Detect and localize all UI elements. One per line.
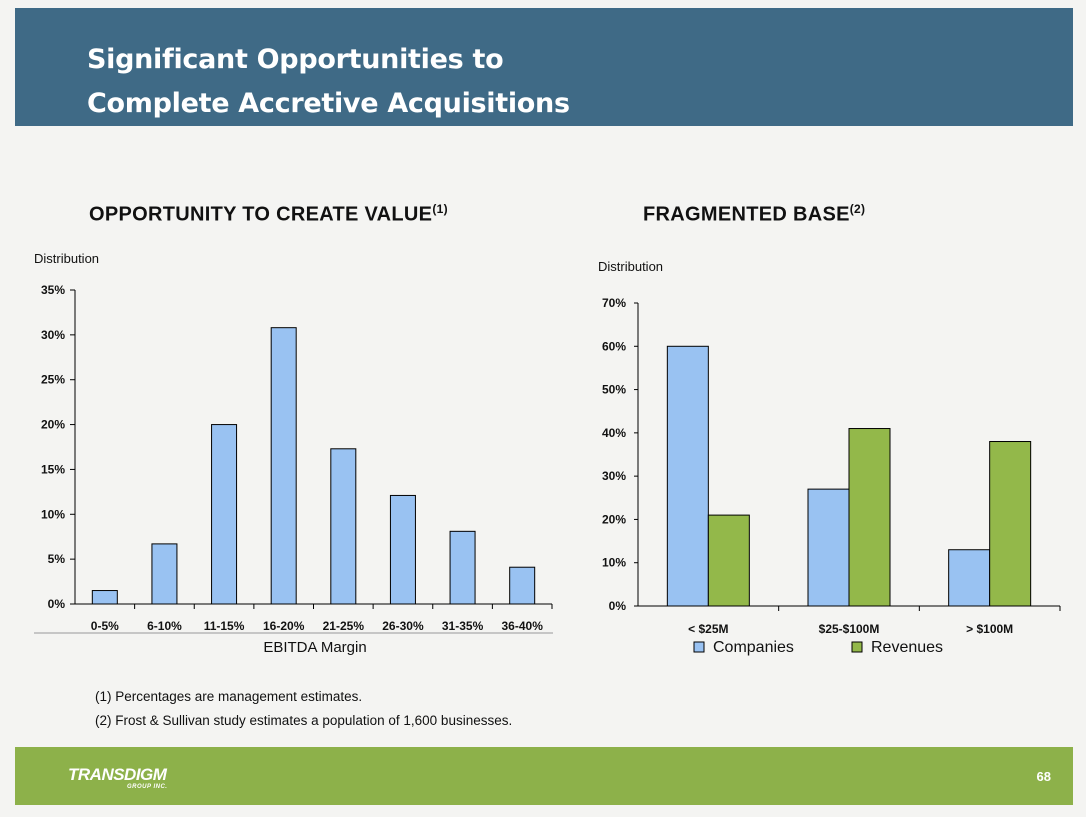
chart1-y-tick-label: 10% xyxy=(41,507,65,521)
chart1-x-tick-label: 11-15% xyxy=(204,619,245,633)
slide-title-line1: Significant Opportunities to xyxy=(87,44,504,75)
chart1-x-tick-label: 21-25% xyxy=(323,619,365,633)
chart1-bar xyxy=(270,327,297,605)
chart2-bar-companies xyxy=(666,345,709,607)
chart1-bar xyxy=(449,530,476,605)
company-logo: TRANSDIGM xyxy=(68,765,167,784)
chart2-x-tick-label: > $100M xyxy=(966,622,1013,636)
chart1-x-tick-label: 16-20% xyxy=(263,619,305,633)
right-chart-heading: FRAGMENTED BASE(2) xyxy=(643,202,865,227)
chart2-y-tick-label: 0% xyxy=(609,599,627,613)
chart2-y-tick-label: 60% xyxy=(602,339,626,353)
chart1-y-tick-label: 25% xyxy=(41,373,65,387)
right-chart-ylabel: Distribution xyxy=(598,259,664,274)
footnotes: (1) Percentages are management estimates… xyxy=(95,689,512,737)
chart1-x-axis-title: EBITDA Margin xyxy=(263,639,366,656)
chart1-y-tick-label: 20% xyxy=(41,418,65,432)
chart2-legend-label-revenues: Revenues xyxy=(871,639,943,656)
chart2-legend-swatch-revenues xyxy=(851,641,863,653)
chart2-y-tick-label: 70% xyxy=(602,296,626,310)
chart1-x-tick-label: 6-10% xyxy=(147,619,182,633)
left-chart-heading-text: OPPORTUNITY TO CREATE VALUE xyxy=(89,203,433,226)
chart1-bar xyxy=(389,494,416,605)
chart1-x-tick-label: 26-30% xyxy=(382,619,424,633)
title-banner: Significant Opportunities to Complete Ac… xyxy=(15,8,1073,126)
slide-title: Significant Opportunities to Complete Ac… xyxy=(87,38,570,126)
chart2-x-tick-label: < $25M xyxy=(688,622,728,636)
chart1-x-tick-label: 0-5% xyxy=(91,619,119,633)
slide-title-line2: Complete Accretive Acquisitions xyxy=(87,88,570,119)
chart2-y-tick-label: 20% xyxy=(602,512,626,526)
chart2-y-tick-label: 40% xyxy=(602,426,626,440)
chart2-bar-revenues xyxy=(707,514,750,607)
chart2-bar-revenues xyxy=(848,428,891,607)
chart2-bar-companies xyxy=(807,488,850,607)
chart1-bar xyxy=(330,448,357,605)
page-number: 68 xyxy=(1036,769,1051,784)
left-chart-heading: OPPORTUNITY TO CREATE VALUE(1) xyxy=(89,202,448,227)
chart1-y-tick-label: 5% xyxy=(48,552,66,566)
footnote-1: (1) Percentages are management estimates… xyxy=(95,689,363,704)
company-logo-subtext: GROUP INC. xyxy=(127,784,168,790)
chart2-y-tick-label: 50% xyxy=(602,383,626,397)
left-chart-ylabel: Distribution xyxy=(34,251,100,266)
chart1-y-tick-label: 35% xyxy=(41,283,65,297)
footer-bar: TRANSDIGM GROUP INC. 68 xyxy=(15,747,1073,805)
chart2-y-tick-label: 30% xyxy=(602,469,626,483)
chart2-y-tick-label: 10% xyxy=(602,556,626,570)
right-chart-heading-text: FRAGMENTED BASE xyxy=(643,203,850,226)
chart2-bar-companies xyxy=(948,549,991,607)
chart1-y-tick-label: 30% xyxy=(41,328,65,342)
chart2-x-tick-label: $25-$100M xyxy=(819,622,880,636)
chart1-bar xyxy=(151,543,178,605)
chart2-legend-swatch-companies xyxy=(693,641,705,653)
left-chart-heading-note: (1) xyxy=(432,202,448,216)
chart1-y-tick-label: 0% xyxy=(48,597,66,611)
chart1-x-tick-label: 31-35% xyxy=(442,619,484,633)
footnote-2: (2) Frost & Sullivan study estimates a p… xyxy=(95,713,513,728)
chart1-bar xyxy=(91,590,118,605)
chart1-bar xyxy=(211,424,238,605)
chart2-legend-label-companies: Companies xyxy=(713,639,794,656)
right-chart-heading-note: (2) xyxy=(849,202,866,216)
chart1-bar xyxy=(509,566,536,605)
chart2-bar-revenues xyxy=(989,441,1032,607)
chart1-x-tick-label: 36-40% xyxy=(502,619,544,633)
chart1-y-tick-label: 15% xyxy=(41,462,65,476)
